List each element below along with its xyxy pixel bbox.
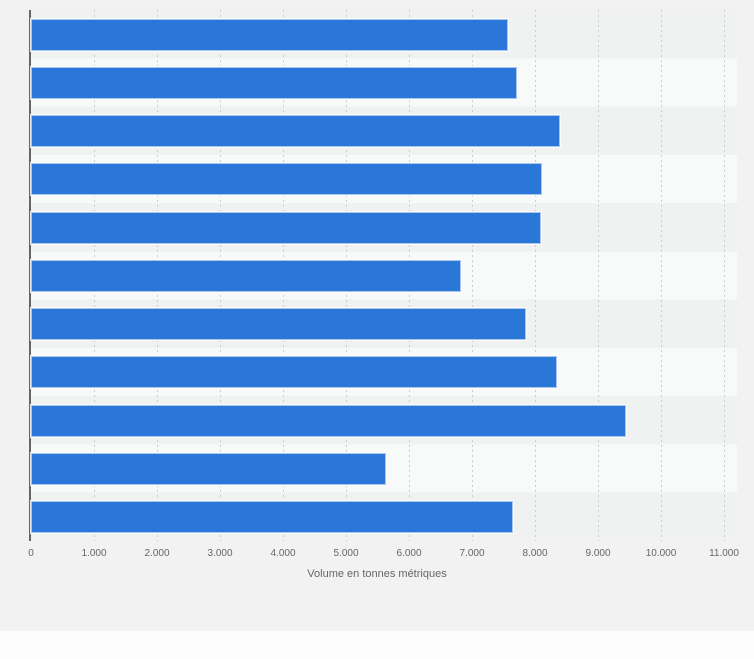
bar-row-11[interactable] bbox=[31, 501, 513, 534]
x-tick-label-8.000: 8.000 bbox=[522, 548, 548, 559]
bar-row-7[interactable] bbox=[31, 308, 527, 341]
gridline-8.000 bbox=[535, 10, 536, 541]
gridline-10.000 bbox=[661, 10, 662, 541]
y-axis-line bbox=[29, 10, 31, 541]
bar-row-10[interactable] bbox=[31, 452, 387, 485]
bar-row-4[interactable] bbox=[31, 163, 542, 196]
gridline-9.000 bbox=[598, 10, 599, 541]
x-tick-label-6.000: 6.000 bbox=[396, 548, 422, 559]
x-tick-label-5.000: 5.000 bbox=[333, 548, 359, 559]
x-tick-label-10.000: 10.000 bbox=[645, 548, 677, 559]
x-axis-title: Volume en tonnes métriques bbox=[307, 568, 447, 580]
x-tick-label-7.000: 7.000 bbox=[459, 548, 485, 559]
bar-row-2[interactable] bbox=[31, 66, 518, 99]
x-tick-label-4.000: 4.000 bbox=[270, 548, 296, 559]
bar-row-9[interactable] bbox=[31, 404, 627, 437]
bar-row-6[interactable] bbox=[31, 259, 461, 292]
x-tick-label-3.000: 3.000 bbox=[207, 548, 233, 559]
bar-row-5[interactable] bbox=[31, 211, 542, 244]
bar-row-8[interactable] bbox=[31, 356, 558, 389]
footer-strip bbox=[0, 631, 754, 659]
x-tick-label-1.000: 1.000 bbox=[81, 548, 107, 559]
x-tick-label-9.000: 9.000 bbox=[585, 548, 611, 559]
gridline-11.000 bbox=[724, 10, 725, 541]
bar-row-3[interactable] bbox=[31, 115, 561, 148]
x-tick-label-0: 0 bbox=[28, 548, 34, 559]
bar-row-1[interactable] bbox=[31, 18, 508, 51]
gridline-7.000 bbox=[472, 10, 473, 541]
x-tick-label-11.000: 11.000 bbox=[709, 548, 739, 559]
plot-area bbox=[29, 10, 737, 541]
x-tick-label-2.000: 2.000 bbox=[144, 548, 170, 559]
